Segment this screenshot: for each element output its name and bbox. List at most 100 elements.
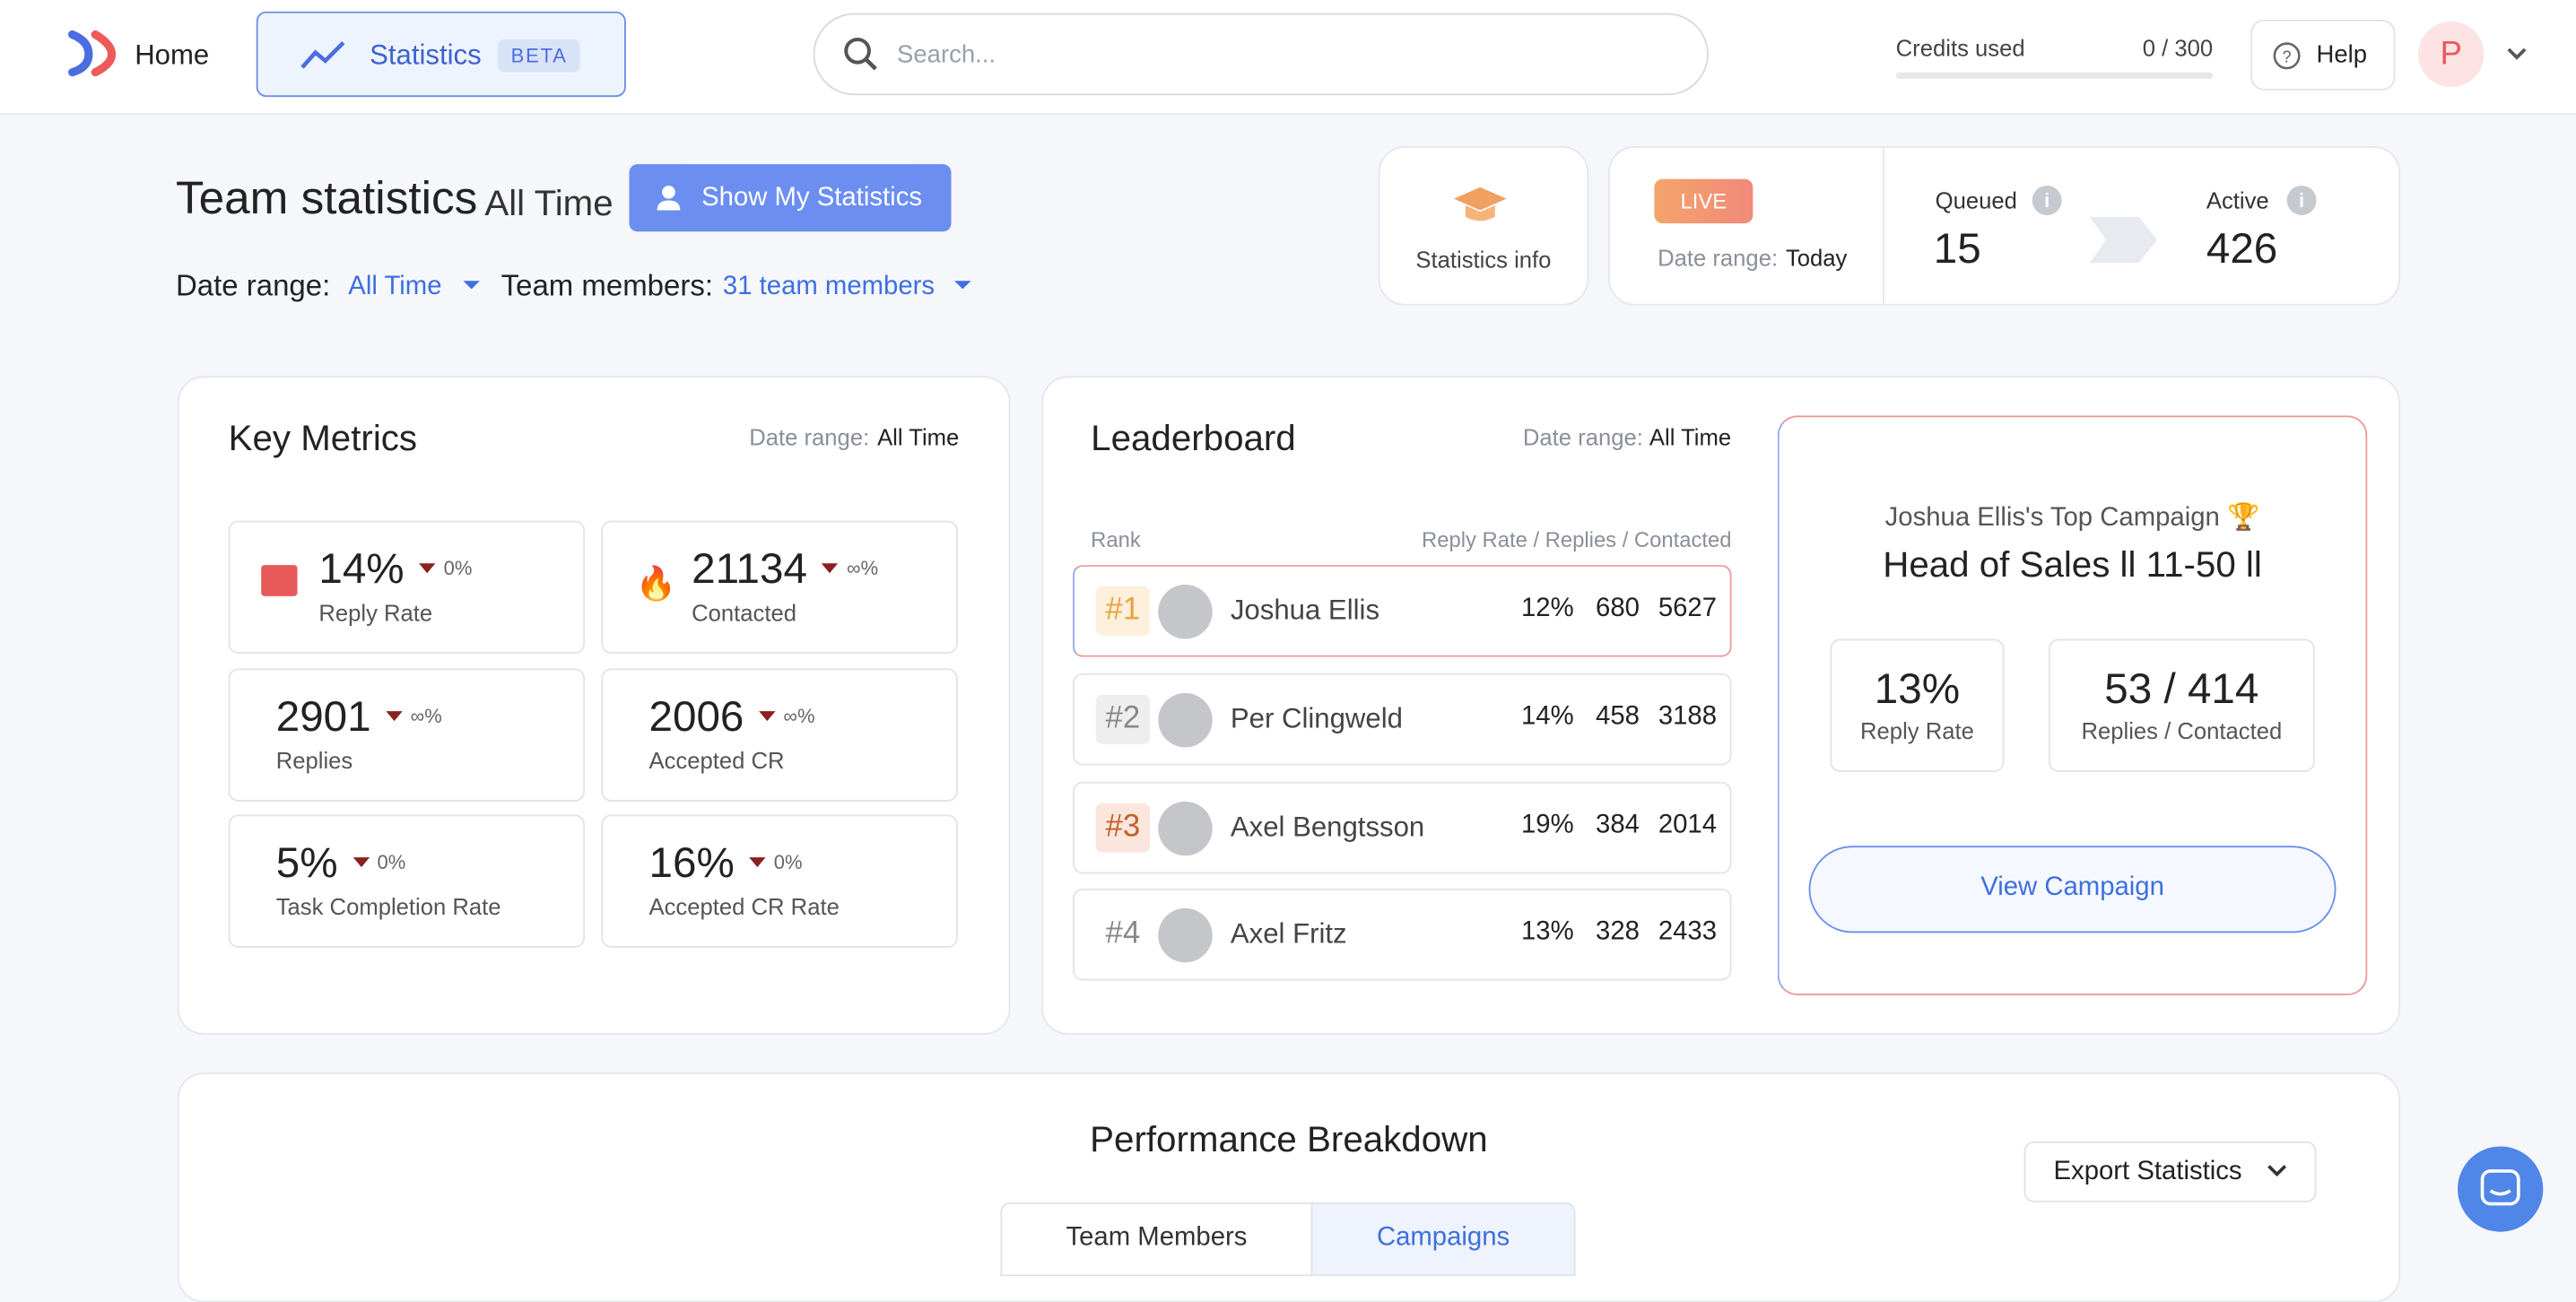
user-icon	[657, 185, 681, 211]
metric-change: ∞%	[410, 704, 442, 728]
queued-label: Queued	[1935, 187, 2017, 214]
reply-icon	[261, 565, 298, 596]
avatar	[1158, 907, 1213, 963]
tc-reply-rate-label: Reply Rate	[1860, 717, 1974, 744]
down-arrow	[386, 711, 403, 722]
tab[interactable]	[1310, 1202, 1576, 1277]
contacted: 5627	[1658, 595, 1718, 623]
down-arrow	[822, 563, 839, 574]
metric-change: 0%	[377, 850, 406, 874]
metric-label: Accepted CR Rate	[648, 893, 840, 920]
replies: 458	[1596, 702, 1640, 732]
reply-rate: 12%	[1521, 595, 1574, 623]
active-value: 426	[2206, 223, 2278, 273]
metric-value: 2901	[275, 691, 371, 742]
metric-label: Reply Rate	[318, 599, 433, 626]
leaderboard-title: Leaderboard	[1091, 417, 1296, 459]
rank-badge: #2	[1095, 694, 1151, 744]
metric-change: 0%	[773, 850, 803, 874]
logo	[68, 30, 117, 77]
tc-ratio-box	[2049, 638, 2315, 772]
chat-icon	[2480, 1169, 2520, 1206]
credits-value: 0 / 300	[2142, 34, 2214, 61]
down-arrow	[749, 857, 766, 868]
lb-date-label: Date range:	[1522, 423, 1643, 450]
live-date-label: Date range:	[1658, 244, 1779, 272]
down-arrow	[352, 857, 370, 868]
rank-header: Rank	[1091, 526, 1141, 552]
export-button[interactable]	[2023, 1141, 2317, 1202]
stats-info-card[interactable]	[1378, 146, 1589, 306]
replies: 384	[1596, 811, 1640, 839]
dropdown-arrow	[954, 281, 971, 290]
metric-value: 2006	[648, 691, 744, 742]
page-title: Team statistics	[175, 172, 478, 224]
show-my-stats-button[interactable]	[629, 164, 952, 232]
metric-label: Accepted CR	[648, 747, 785, 774]
tc-ratio: 53 / 414	[2104, 663, 2259, 713]
date-range-value[interactable]: All Time	[348, 273, 442, 301]
km-date-label: Date range:	[749, 423, 870, 450]
arrow-shape	[2089, 216, 2157, 264]
metric-box	[601, 668, 958, 802]
performance-title: Performance Breakdown	[1090, 1118, 1488, 1160]
credits-label: Credits used	[1895, 34, 2025, 61]
search-placeholder: Search...	[897, 40, 996, 69]
top-campaign-title-text: Joshua Ellis's Top Campaign	[1884, 504, 2220, 533]
lb-date-value: All Time	[1649, 423, 1732, 450]
info-icon[interactable]: i	[2286, 185, 2317, 215]
help-button[interactable]	[2250, 19, 2396, 91]
page-period: All Time	[484, 182, 614, 224]
chevron[interactable]	[2505, 46, 2528, 62]
rank-badge: #3	[1095, 803, 1151, 853]
top-campaign-title: Joshua Ellis's Top Campaign 🏆	[1778, 501, 2368, 534]
metric-box	[228, 668, 586, 802]
svg-text:?: ?	[2282, 48, 2291, 66]
live-badge: LIVE	[1654, 178, 1754, 224]
app: Home Statistics BETA Search... Credits u…	[0, 11, 2576, 1302]
info-icon[interactable]: i	[2032, 185, 2062, 215]
statistics-label: Statistics	[370, 39, 482, 71]
live-card	[1608, 146, 2400, 306]
replies: 680	[1596, 595, 1640, 623]
view-campaign-button[interactable]: View Campaign	[1808, 846, 2337, 933]
reply-rate: 19%	[1521, 811, 1574, 839]
metric-value: 21134	[692, 543, 808, 594]
team-value[interactable]: 31 team members	[722, 273, 936, 301]
tc-reply-box	[1830, 638, 2005, 772]
fire-icon: 🔥	[635, 566, 677, 603]
rank-badge: #4	[1105, 916, 1141, 951]
metric-box	[601, 520, 958, 654]
search-box[interactable]	[813, 13, 1709, 96]
metric-label: Replies	[275, 747, 353, 774]
divider	[1883, 147, 1884, 304]
home-link[interactable]: Home	[135, 39, 210, 71]
avatar	[1158, 692, 1213, 748]
member-name: Axel Fritz	[1230, 917, 1347, 950]
chat-button[interactable]	[2458, 1146, 2544, 1232]
active-label: Active	[2206, 187, 2269, 214]
avatar	[1158, 585, 1213, 639]
avatar[interactable]: P	[2418, 21, 2485, 88]
rank-badge: #1	[1095, 586, 1151, 636]
key-metrics-title: Key Metrics	[228, 417, 418, 459]
beta-badge: BETA	[497, 39, 581, 73]
metric-value: 5%	[275, 838, 338, 888]
member-name: Axel Bengtsson	[1230, 811, 1425, 843]
metric-change: ∞%	[846, 556, 879, 580]
replies: 328	[1596, 917, 1640, 947]
reply-rate: 13%	[1521, 917, 1574, 947]
stats-info-label: Statistics info	[1415, 246, 1552, 273]
down-arrow	[419, 563, 436, 574]
reply-rate: 14%	[1521, 702, 1574, 732]
export-label: Export Statistics	[2053, 1158, 2242, 1186]
metric-change: 0%	[443, 556, 473, 580]
member-name: Joshua Ellis	[1230, 595, 1380, 626]
metric-change: ∞%	[783, 704, 815, 728]
statistics-icon	[300, 41, 345, 69]
member-name: Per Clingweld	[1230, 702, 1403, 734]
tab-label: Team Members	[1066, 1223, 1248, 1252]
down-arrow	[758, 711, 776, 722]
queued-value: 15	[1933, 223, 1981, 273]
avatar	[1158, 801, 1213, 856]
